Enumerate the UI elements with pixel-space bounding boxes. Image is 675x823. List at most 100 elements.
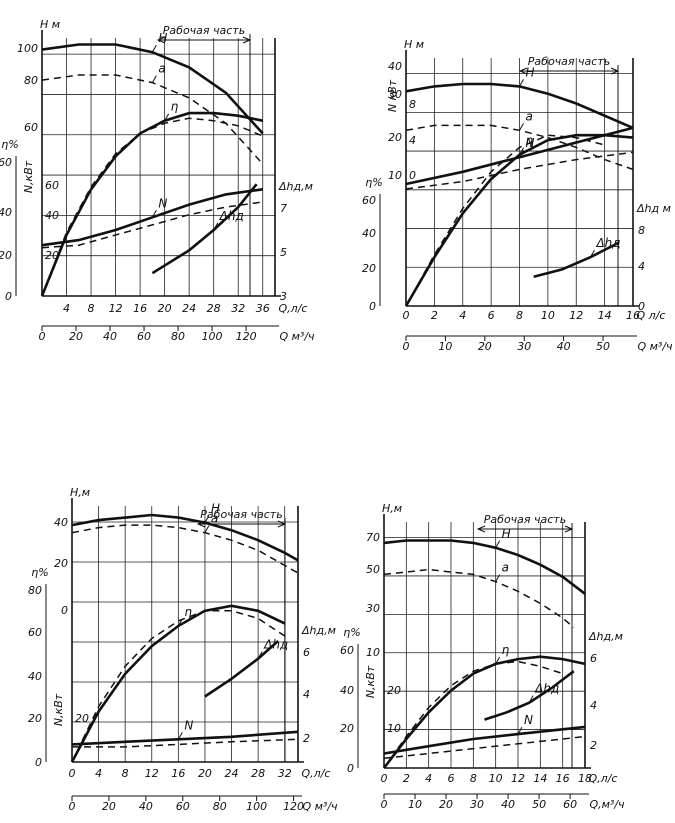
work-range-label: Рабочая часть [163,24,245,37]
head-tick-label: 20 [54,557,68,570]
power-axis-label: N,кВт [52,693,65,726]
x-tick-label: 28 [207,302,221,315]
x-tick-label: 8 [470,772,477,785]
efficiency-tick-label: 60 [28,626,42,639]
x2-tick-label: 40 [557,340,571,353]
npsh-axis-label: Δhд,м [301,624,336,637]
curve-label: Δhд [595,236,620,250]
curve-label: N [524,713,533,727]
npsh-axis-label: Δhд,м [588,630,623,643]
power-tick-label: 20 [75,712,89,725]
x2-tick-label: 10 [438,340,452,353]
x-tick-label: 10 [489,772,503,785]
curve-label: Δhд [263,638,288,652]
head-tick-label: 100 [17,42,38,55]
efficiency-tick-label: 0 [35,756,42,769]
power-tick-label: 10 [387,722,401,735]
power-tick-label: 8 [409,98,416,111]
curve-leader [164,113,170,121]
efficiency-axis-label: η% [1,138,18,151]
x2-tick-label: 40 [501,798,515,811]
x2-tick-label: 40 [139,800,153,813]
x-axis-unit: Q,л/с [589,772,618,785]
x-tick-label: 4 [425,772,432,785]
curve-label: N [184,718,193,732]
efficiency-tick-label: 40 [0,206,12,219]
curve-label: Δhд [219,209,244,223]
x-tick-label: 6 [448,772,455,785]
x-tick-label: 8 [88,302,95,315]
x-tick-label: 4 [63,302,70,315]
curve-leader [177,732,183,740]
x2-tick-label: 40 [103,330,117,343]
x2-tick-label: 0 [39,330,46,343]
x-tick-label: 2 [431,309,438,322]
x2-tick-label: 10 [408,798,422,811]
curve-dashed-3 [71,610,286,763]
curve-2 [382,655,586,769]
curve-label: Н [526,65,535,79]
npsh-tick-label: 4 [303,688,310,701]
curve-4 [204,640,279,698]
head-tick-label: 10 [366,646,380,659]
x-tick-label: 4 [459,309,466,322]
curve-label: η [171,100,179,114]
npsh-tick-label: 6 [303,646,310,659]
curve-0 [71,513,299,562]
efficiency-tick-label: 20 [340,722,354,735]
power-axis-label: N,кВт [364,665,377,698]
curve-leader [495,574,501,582]
curve-dashed-6 [383,735,586,760]
curve-label: а [211,512,218,526]
curve-leader [151,210,157,218]
head-tick-label: 70 [366,531,380,544]
efficiency-tick-label: 20 [362,262,376,275]
efficiency-tick-label: 40 [362,227,376,240]
x2-tick-label: 120 [236,330,257,343]
x-tick-label: 8 [516,309,523,322]
curve-dashed-3 [383,660,563,769]
curve-2 [405,126,634,186]
curve-leader [519,123,524,131]
efficiency-tick-label: 20 [0,249,12,262]
x-tick-label: 12 [511,772,525,785]
curve-leader [519,147,524,155]
x-axis-unit: Q л/с [637,309,666,322]
x-tick-label: 24 [225,767,239,780]
x2-tick-label: 80 [213,800,227,813]
efficiency-tick-label: 0 [5,290,12,303]
curve-label: Н [158,31,167,45]
curve-dashed-6 [72,738,299,748]
x-tick-label: 12 [569,309,583,322]
npsh-tick-label: 6 [590,652,597,665]
curve-leader [519,79,524,87]
efficiency-tick-label: 60 [362,194,376,207]
efficiency-tick-label: 20 [28,712,42,725]
x2-tick-label: 100 [202,330,223,343]
x2-tick-label: 20 [439,798,453,811]
x2-tick-label: 30 [517,340,531,353]
curve-dashed-1 [41,74,264,165]
x-tick-label: 18 [578,772,592,785]
npsh-tick-label: 7 [280,202,287,215]
efficiency-tick-label: 40 [28,670,42,683]
x-tick-label: 0 [381,772,388,785]
curve-label: а [502,561,509,575]
curve-dashed-1 [71,524,299,574]
x-tick-label: 28 [251,767,265,780]
x2-tick-label: 120 [283,800,304,813]
x-tick-label: 8 [122,767,129,780]
x2-axis-unit: Q м³/ч [279,330,315,343]
x2-tick-label: 0 [381,798,388,811]
curve-dashed-3 [41,117,263,297]
x-tick-label: 24 [182,302,196,315]
head-tick-label: 0 [61,604,68,617]
panel-top-left: 4 8 12 16 20 24 28 32 36 Q,л/с 0 20 40 60 80 100 120 Q м³… [0,18,315,343]
x2-tick-label: 20 [102,800,116,813]
efficiency-tick-label: 60 [0,156,12,169]
work-range-label: Рабочая часть [484,513,566,526]
npsh-axis-label: Δhд м [636,202,671,215]
npsh-tick-label: 8 [638,224,645,237]
curve-label: а [158,62,165,76]
